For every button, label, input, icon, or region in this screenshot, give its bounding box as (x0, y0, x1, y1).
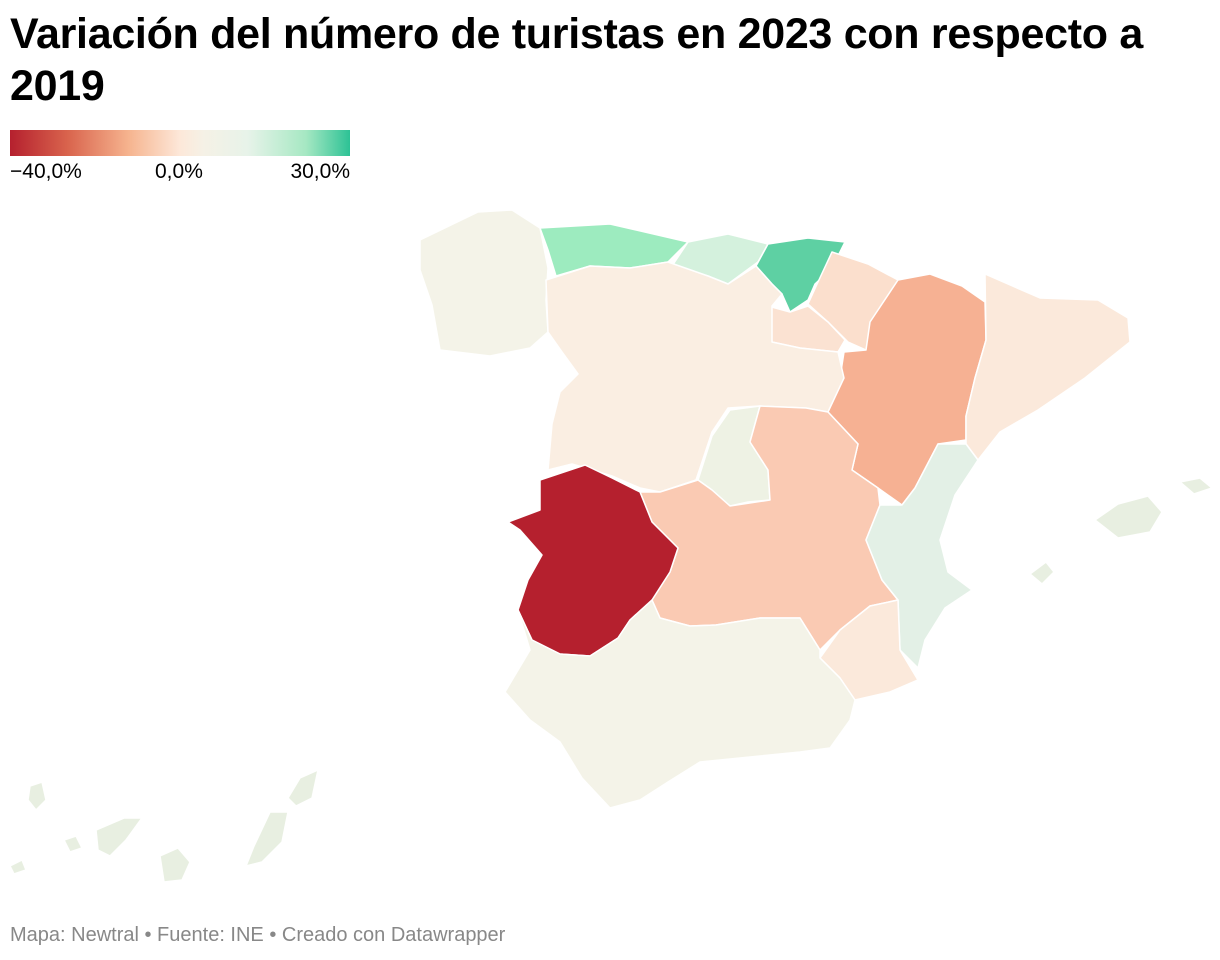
spain-choropleth-map: Galicia Asturias Cantabria País Vasco Na… (9, 209, 1213, 883)
region-galicia[interactable]: Galicia (419, 209, 549, 357)
legend-mid-label: 0,0% (155, 160, 203, 183)
region-cataluna[interactable]: Cataluña (965, 273, 1131, 461)
region-canarias-hierro[interactable]: Canarias (9, 859, 27, 875)
region-canarias-la-palma[interactable]: Canarias (27, 781, 47, 811)
region-andalucia[interactable]: Andalucía (504, 599, 856, 809)
region-canarias-lanzarote[interactable]: Canarias (287, 769, 319, 807)
region-illes-balears[interactable]: Illes Balears (1094, 495, 1163, 539)
legend-min-label: −40,0% (10, 160, 82, 183)
legend-labels: −40,0% 0,0% 30,0% (10, 160, 350, 186)
legend-gradient-bar (10, 130, 350, 156)
region-illes-balears-menorca[interactable]: Illes Balears (1179, 477, 1213, 495)
source-footer: Mapa: Newtral • Fuente: INE • Creado con… (10, 924, 506, 946)
region-canarias-gomera[interactable]: Canarias (63, 835, 83, 853)
region-canarias-tenerife[interactable]: Canarias (95, 817, 143, 857)
region-illes-balears-ibiza[interactable]: Illes Balears (1029, 561, 1055, 585)
region-comunitat-valenciana[interactable]: Comunitat Valenciana (865, 443, 979, 669)
chart-title: Variación del número de turistas en 2023… (10, 10, 1143, 110)
region-canarias-fuerteventura[interactable]: Canarias (245, 811, 289, 867)
region-canarias-gran-canaria[interactable]: Canarias (159, 847, 191, 883)
region-murcia[interactable]: Región de Murcia (819, 599, 919, 701)
color-legend: −40,0% 0,0% 30,0% (10, 130, 350, 186)
legend-max-label: 30,0% (290, 160, 350, 183)
